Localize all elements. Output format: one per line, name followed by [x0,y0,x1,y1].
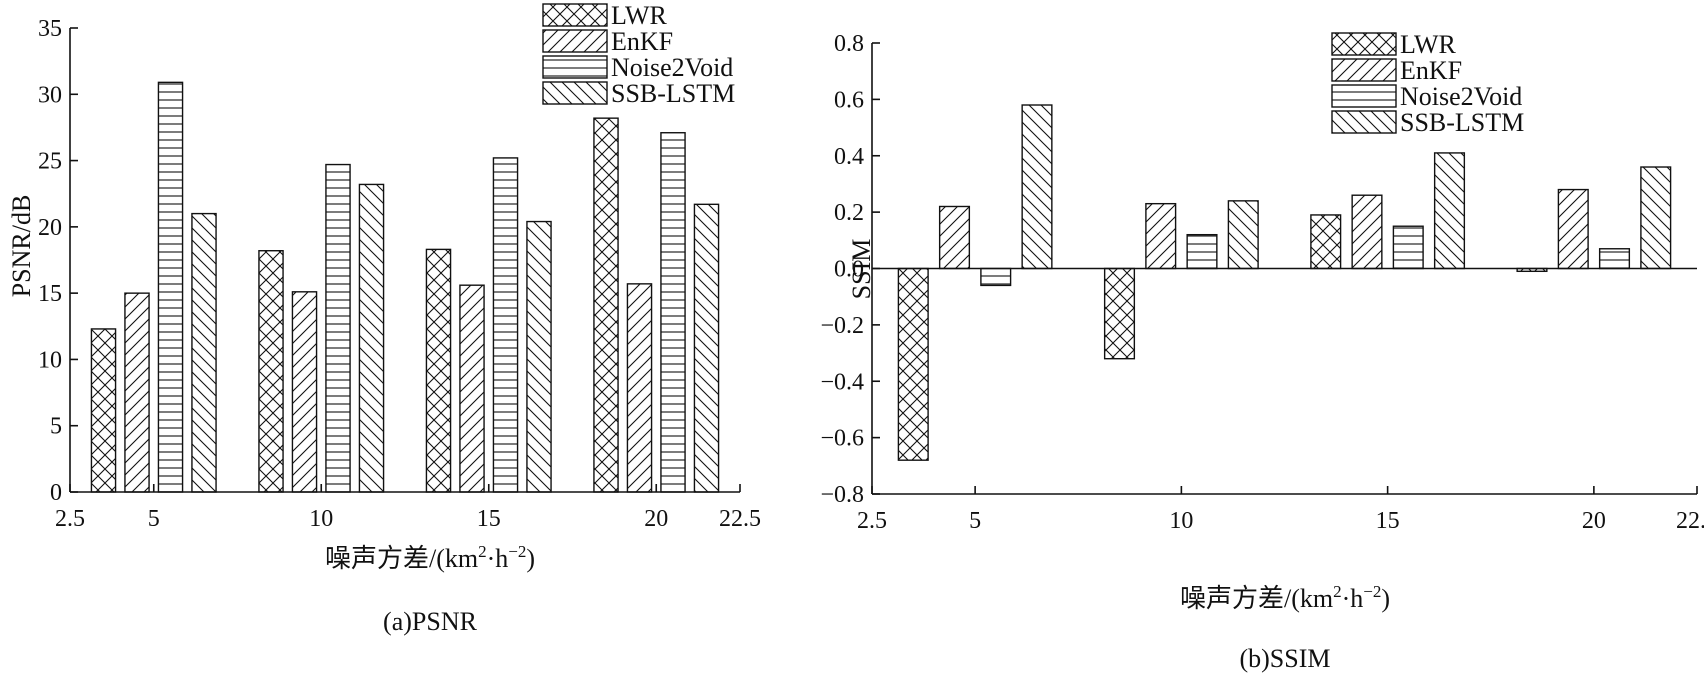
psnr-bar-enkf-5 [124,292,150,493]
psnr-x-tick-label: 22.5 [719,506,761,532]
ssim-x-tick-label: 2.5 [857,508,887,534]
psnr-legend-label-lwr: LWR [611,1,667,30]
psnr-y-tick-label: 0 [50,480,62,506]
psnr-axes: 0 5 10 15 20 25 30 35 2.5 5 10 15 20 22.5 [38,16,761,532]
ssim-bar-noise2void-15 [1392,225,1424,270]
psnr-bar-ssb-lstm-10 [358,183,385,493]
ssim-bar-lwr-10 [1103,267,1136,360]
psnr-bar-noise2void-10 [325,163,351,493]
ssim-y-tick-label: 0.4 [834,144,864,170]
psnr-legend-label-enkf: EnKF [611,27,673,56]
psnr-bar-ssb-lstm-20 [693,203,720,493]
ssim-bar-lwr-15 [1310,214,1342,270]
psnr-x-axis-title: 噪声方差/(km2·h−2) [325,542,535,573]
ssim-x-tick-label: 15 [1376,508,1400,534]
ssim-bar-enkf-20 [1557,188,1589,270]
ssim-legend-swatch-lwr [1331,32,1397,56]
ssim-bar-ssb-lstm-15 [1433,152,1466,270]
psnr-y-tick-label: 5 [50,414,62,440]
ssim-bar-enkf-10 [1145,202,1177,270]
ssim-legend-swatch-enkf [1331,58,1397,82]
ssim-legend-swatch-noise2void [1331,84,1397,108]
ssim-y-tick-label: −0.2 [820,313,864,339]
ssim-y-tick-label: −0.6 [820,426,864,452]
ssim-y-tick-label: 0.8 [834,31,864,57]
psnr-legend-label-noise2void: Noise2Void [611,53,733,82]
ssim-bar-noise2void-10 [1186,233,1218,270]
psnr-bar-lwr-5 [90,328,117,493]
psnr-legend-swatch-enkf [542,29,608,53]
ssim-panel-caption: (b)SSIM [1239,644,1330,673]
psnr-y-tick-label: 30 [38,82,62,108]
ssim-x-axis-title: 噪声方差/(km2·h−2) [1180,582,1390,613]
ssim-y-tick-label: 0.6 [834,87,864,113]
ssim-bars [897,104,1672,461]
ssim-legend-label-enkf: EnKF [1400,56,1462,85]
ssim-axes: −0.8 −0.6 −0.4 −0.2 0.0 0.2 0.4 0.6 0.8 2.5 5 10 15 2… [820,31,1704,534]
ssim-x-tick-label: 5 [969,508,981,534]
psnr-panel-caption: (a)PSNR [383,607,478,636]
ssim-bar-noise2void-20 [1598,248,1631,270]
ssim-bar-enkf-15 [1351,194,1383,270]
ssim-legend-label-ssb-lstm: SSB-LSTM [1400,108,1524,137]
psnr-y-axis-title: PSNR/dB [7,195,36,298]
ssim-legend-swatch-ssb-lstm [1331,110,1397,134]
psnr-bar-noise2void-20 [660,132,686,493]
psnr-bar-ssb-lstm-5 [191,212,217,493]
psnr-bar-enkf-15 [459,284,485,493]
psnr-bar-lwr-10 [258,250,284,493]
psnr-x-tick-label: 20 [644,506,668,532]
psnr-x-tick-label: 15 [477,506,501,532]
psnr-bars [90,81,720,493]
ssim-x-tick-label: 10 [1169,508,1193,534]
ssim-bar-ssb-lstm-10 [1227,200,1259,270]
psnr-bar-enkf-10 [291,291,318,493]
ssim-bar-lwr-5 [897,267,929,461]
ssim-x-tick-label: 22.5 [1676,508,1704,534]
psnr-legend-swatch-noise2void [542,55,608,79]
psnr-y-tick-label: 10 [38,347,62,373]
psnr-x-tick-label: 2.5 [55,506,85,532]
psnr-bar-noise2void-5 [157,81,184,493]
ssim-bar-enkf-5 [938,205,971,270]
ssim-x-tick-label: 20 [1582,508,1606,534]
ssim-y-tick-label: −0.4 [820,369,864,395]
psnr-legend-swatch-ssb-lstm [542,81,608,105]
ssim-bar-ssb-lstm-5 [1021,104,1053,270]
psnr-bar-lwr-15 [425,248,452,493]
psnr-bar-lwr-20 [593,117,619,493]
ssim-chart: −0.8 −0.6 −0.4 −0.2 0.0 0.2 0.4 0.6 0.8 2.5 5 10 15 2… [820,30,1704,673]
psnr-legend-swatch-lwr [542,3,608,27]
ssim-bar-noise2void-5 [980,267,1012,287]
psnr-y-tick-label: 20 [38,215,62,241]
psnr-bar-noise2void-15 [492,157,519,493]
ssim-y-tick-label: 0.2 [834,200,864,226]
psnr-x-tick-label: 5 [148,506,160,532]
psnr-bar-enkf-20 [626,283,653,493]
psnr-chart: 0 5 10 15 20 25 30 35 2.5 5 10 15 20 22.5 LWREnKFNois… [7,1,761,636]
ssim-y-tick-label: −0.8 [820,482,864,508]
psnr-bar-ssb-lstm-15 [526,220,552,493]
psnr-y-tick-label: 35 [38,16,62,42]
psnr-x-tick-label: 10 [309,506,333,532]
psnr-legend-label-ssb-lstm: SSB-LSTM [611,79,735,108]
psnr-y-tick-label: 25 [38,149,62,175]
ssim-y-axis-title: SSIM [847,239,876,300]
ssim-legend-label-lwr: LWR [1400,30,1456,59]
ssim-bar-ssb-lstm-20 [1640,166,1672,270]
psnr-y-tick-label: 15 [38,281,62,307]
ssim-y-tick-label: 0.0 [834,257,864,283]
ssim-legend-label-noise2void: Noise2Void [1400,82,1522,111]
